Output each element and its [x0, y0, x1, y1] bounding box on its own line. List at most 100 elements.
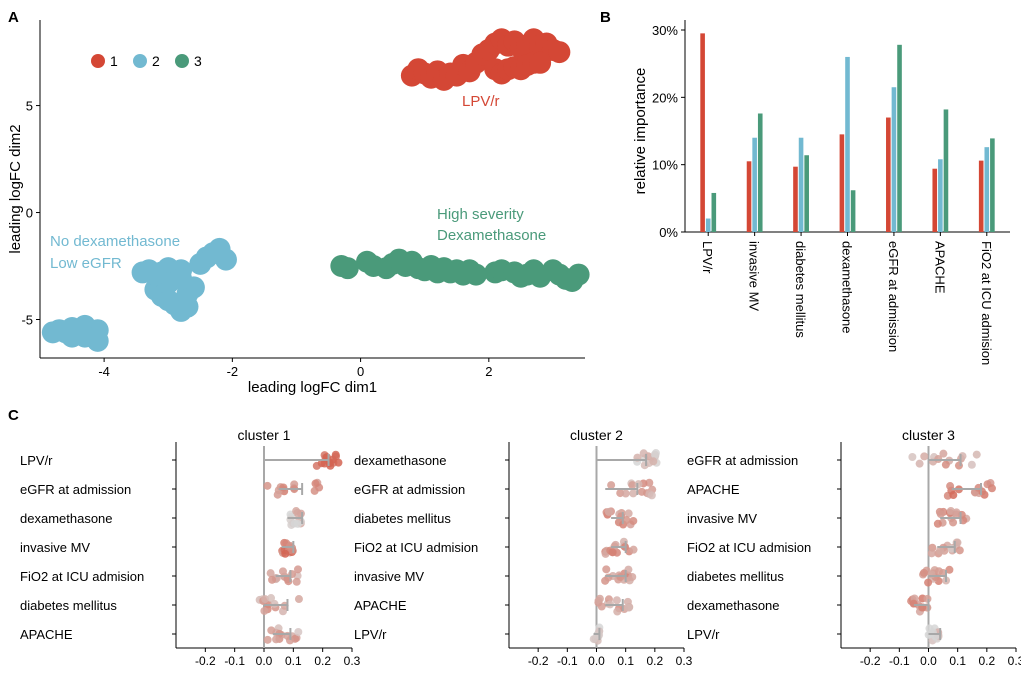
b-bar [990, 138, 995, 232]
c-point [604, 573, 613, 582]
b-bar [798, 137, 804, 232]
c-point [311, 479, 320, 488]
c-point [268, 575, 277, 584]
b-bar [839, 134, 845, 232]
b-category-label: invasive MV [747, 241, 762, 311]
c-point [955, 546, 964, 555]
b-bar [984, 147, 990, 232]
c-facet-title: cluster 3 [902, 427, 955, 443]
c-row-label: APACHE [687, 482, 740, 497]
c-point [634, 480, 643, 489]
c-point [334, 458, 343, 467]
c-point [604, 507, 613, 516]
a-x-tick-label: 2 [485, 364, 492, 379]
panel-a-mds-plot: -4 -2 0 2 -5 0 5 leading logFC dim1 leading logF… [7, 20, 590, 396]
c-point [945, 565, 954, 574]
c-row-label: LPV/r [354, 627, 387, 642]
c-facet-3: cluster 3 -0.2 -0.1 0.0 0.1 0.2 0.3 [837, 427, 1021, 668]
c-point [647, 491, 656, 500]
a-legend-swatch [133, 54, 147, 68]
c-point [954, 461, 963, 470]
c-facet-1: cluster 1 -0.2 -0.1 0.0 0.1 0.2 0.3 [172, 427, 361, 668]
a-series-3 [330, 248, 590, 292]
c-point [294, 628, 303, 637]
a-x-tick-label: -4 [98, 364, 110, 379]
c-x-tick-label: -0.2 [860, 654, 881, 668]
c-x-tick-label: 0.1 [285, 654, 302, 668]
a-annotation: LPV/r [462, 93, 500, 110]
c-row-label: dexamethasone [354, 453, 447, 468]
b-bar [711, 192, 717, 232]
a-y-tick-label: 0 [26, 206, 33, 221]
c-x-tick-label: -0.1 [889, 654, 910, 668]
c-point [292, 577, 301, 586]
c-point [649, 457, 658, 466]
c-point [293, 519, 302, 528]
a-point [208, 237, 231, 260]
a-point [144, 263, 167, 286]
b-bar [845, 56, 850, 232]
b-bar [886, 117, 891, 232]
c-point [285, 636, 294, 645]
a-y-tick-label: 5 [26, 99, 33, 114]
a-point [336, 257, 359, 280]
c-x-tick-label: 0.3 [1008, 654, 1021, 668]
c-row-label: LPV/r [687, 627, 720, 642]
a-point [465, 263, 487, 286]
c-point [924, 578, 933, 587]
c-x-tick-label: 0.2 [314, 654, 331, 668]
c-point [927, 549, 936, 558]
a-annotation: High severity [437, 206, 524, 223]
b-bar [978, 160, 984, 232]
c-point [597, 602, 606, 611]
c-x-tick-label: 0.0 [256, 654, 273, 668]
panel-label-a: A [8, 9, 19, 26]
c-point [272, 635, 281, 644]
c-point [949, 518, 958, 527]
b-y-tick-label: 30% [652, 23, 678, 38]
b-bar [793, 166, 798, 232]
c-point [263, 481, 272, 490]
a-legend-label: 2 [152, 53, 160, 69]
b-bar [757, 113, 763, 232]
b-bar [897, 44, 902, 233]
b-category-label: dexamethasone [840, 241, 855, 334]
c-point [617, 512, 626, 521]
c-row-label: dexamethasone [687, 598, 780, 613]
c-point [645, 478, 654, 487]
c-point [925, 624, 934, 633]
c-row-label: LPV/r [20, 453, 53, 468]
b-bar [804, 155, 809, 232]
c-point [602, 565, 611, 574]
c-point [629, 489, 638, 498]
b-category-label: eGFR at admission [886, 241, 901, 352]
c-point [919, 568, 928, 577]
c-point [296, 509, 305, 518]
a-y-tick-label: -5 [21, 312, 33, 327]
c-point [629, 516, 638, 525]
a-point [86, 329, 109, 352]
a-annotation: Dexamethasone [437, 227, 546, 244]
c-facet-title: cluster 2 [570, 427, 623, 443]
c-point [621, 489, 630, 498]
b-bar [932, 168, 938, 232]
b-bar [705, 218, 711, 232]
c-row-label: FiO2 at ICU admision [354, 540, 478, 555]
c-x-tick-label: 0.2 [978, 654, 995, 668]
c-row-label: eGFR at admission [20, 482, 131, 497]
c-point [624, 603, 633, 612]
b-bar [700, 33, 705, 232]
c-facet-2: cluster 2 -0.2 -0.1 0.0 0.1 0.2 0.3 [505, 427, 693, 668]
panel-b-importance-chart: 0% 10% 20% 30% relative importance LPV/r invas… [632, 20, 1010, 365]
b-y-axis-label: relative importance [632, 68, 649, 195]
c-x-tick-label: 0.2 [646, 654, 663, 668]
c-x-tick-label: 0.1 [949, 654, 966, 668]
a-point [567, 263, 590, 286]
c-row-label: invasive MV [687, 511, 757, 526]
b-bar [943, 109, 949, 232]
b-category-label: LPV/r [700, 241, 715, 274]
c-point [909, 599, 918, 608]
c-point [939, 449, 948, 458]
c-point [331, 450, 340, 459]
